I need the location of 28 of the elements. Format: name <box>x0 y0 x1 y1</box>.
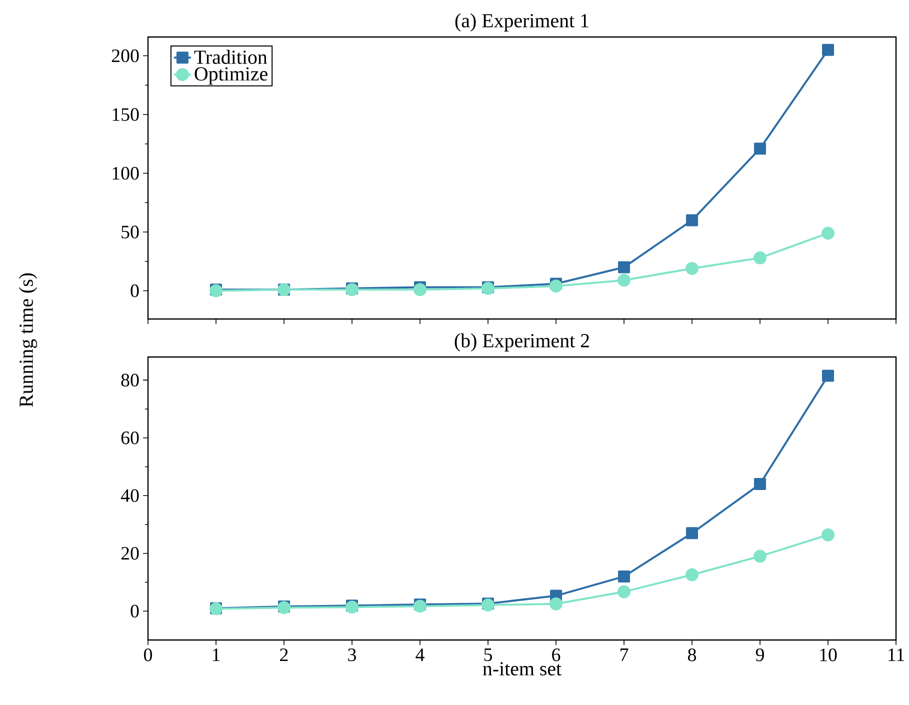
x-tick-label: 9 <box>756 648 764 662</box>
x-tick-label: 0 <box>144 648 152 662</box>
y-tick-label: 50 <box>122 226 139 238</box>
x-tick-label: 6 <box>552 648 560 662</box>
x-axis-title: n-item set <box>482 662 562 676</box>
y-tick-label: 150 <box>112 108 139 121</box>
y-tick-label: 100 <box>112 166 139 180</box>
x-tick-label: 3 <box>348 648 356 662</box>
legend-label: Optimize <box>194 67 268 85</box>
y-tick-label: 0 <box>130 604 139 618</box>
x-tick-label: 7 <box>620 648 628 661</box>
y-tick-label: 20 <box>121 546 139 560</box>
y-tick-label: 0 <box>130 284 139 298</box>
y-tick-label: 60 <box>121 431 139 444</box>
y-tick-label: 200 <box>112 49 139 62</box>
x-tick-label: 4 <box>416 648 424 661</box>
chart-title: (a) Experiment 1 <box>455 13 588 32</box>
x-tick-label: 1 <box>212 648 220 661</box>
x-tick-label: 5 <box>484 648 492 662</box>
y-axis-title: Running time (s) <box>18 273 38 407</box>
chart-title: (b) Experiment 2 <box>454 333 589 352</box>
y-tick-label: 40 <box>120 489 139 502</box>
x-tick-label: 8 <box>688 648 696 662</box>
x-tick-label: 2 <box>280 648 288 662</box>
x-tick-label: 11 <box>888 648 904 661</box>
legend-label: Tradition <box>194 50 268 64</box>
y-tick-label: 80 <box>121 374 139 386</box>
x-tick-label: 10 <box>820 648 837 662</box>
